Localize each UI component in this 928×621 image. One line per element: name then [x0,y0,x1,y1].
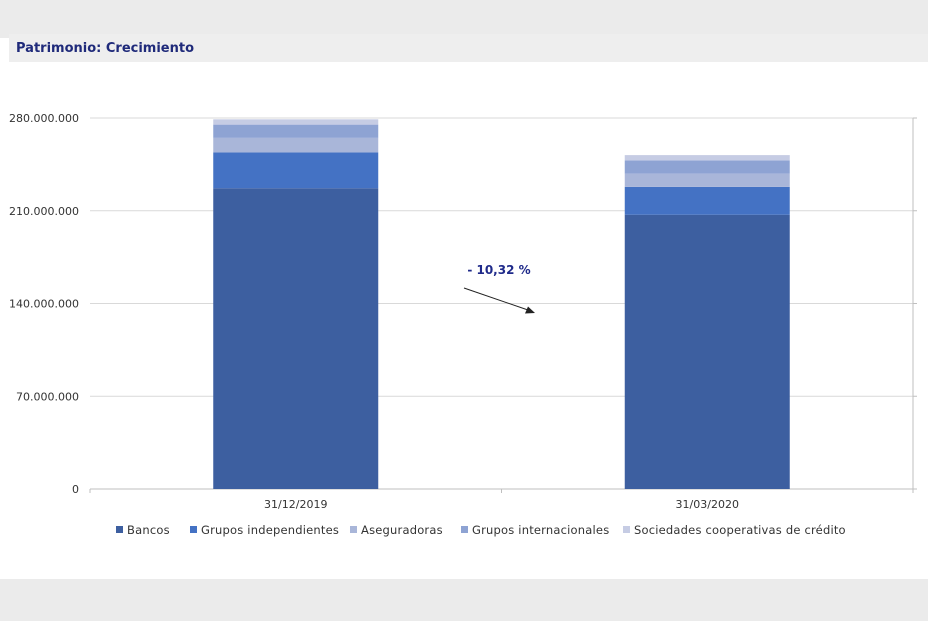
bar-segment [213,137,379,153]
y-tick-label: 210.000.000 [9,205,79,218]
x-tick-label: 31/03/2020 [676,498,739,511]
legend-swatch [461,526,468,533]
legend-swatch [350,526,357,533]
legend-item: Grupos independientes [190,523,339,537]
legend-item: Grupos internacionales [461,523,609,537]
legend-item: Bancos [116,523,170,537]
bar-segment [213,119,379,125]
bar-segment [213,188,379,489]
x-tick-label: 31/12/2019 [264,498,327,511]
chart-title: Patrimonio: Crecimiento [16,41,195,56]
legend-swatch [116,526,123,533]
legend-swatch [623,526,630,533]
change-arrow [463,287,529,311]
bar-segment [213,124,379,138]
chart-legend: Bancos Grupos independientes Aseguradoras G… [0,523,928,539]
chart-title-bar: Patrimonio: Crecimiento [9,34,928,62]
legend-label: Aseguradoras [361,523,443,537]
legend-label: Bancos [127,523,170,537]
bar-segment [624,160,790,174]
y-tick-label: 140.000.000 [9,298,79,311]
y-tick-label: 0 [72,483,79,496]
change-arrow-head [525,306,535,314]
y-tick-label: 70.000.000 [16,390,79,403]
change-annotation: - 10,32 % [467,263,530,277]
bar-segment [624,173,790,187]
bar-segment [624,214,790,489]
legend-label: Grupos independientes [201,523,340,537]
bar-segment [624,155,790,161]
y-tick-label: 280.000.000 [9,112,79,125]
legend-label: Grupos internacionales [472,523,610,537]
legend-item: Sociedades cooperativas de crédito [623,523,846,537]
legend-item: Aseguradoras [350,523,443,537]
legend-label: Sociedades cooperativas de crédito [634,523,846,537]
bar-segment [624,186,790,215]
bar-segment [213,152,379,189]
legend-swatch [190,526,197,533]
